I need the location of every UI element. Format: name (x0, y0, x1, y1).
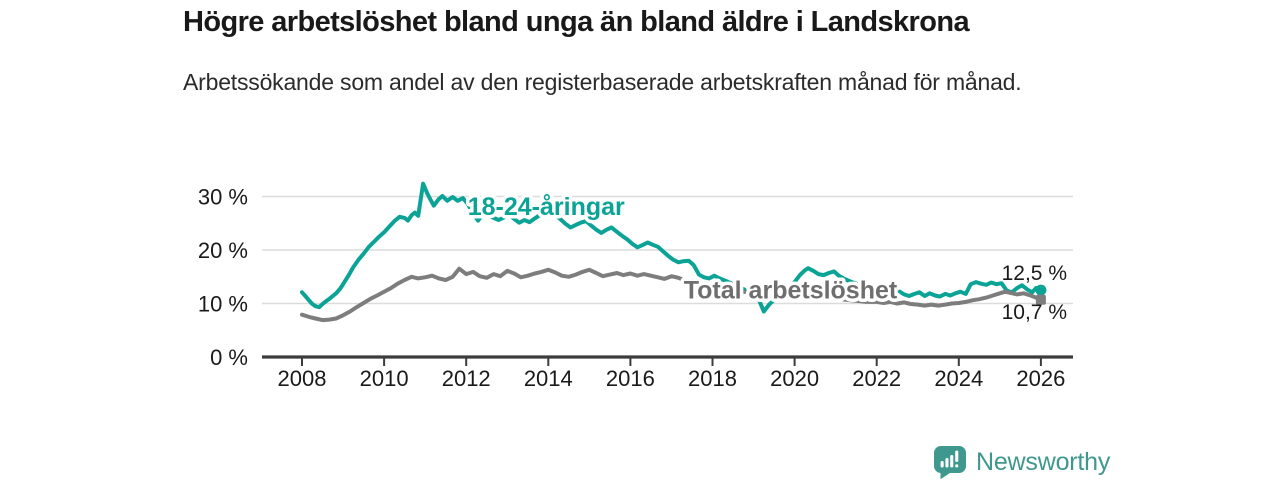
series-line-youth (300, 181, 1043, 314)
x-axis-tick-labels: 2008 2010 2012 2014 2016 2018 2020 2022 2024 2026 (278, 366, 1066, 391)
x-tick-label: 2020 (770, 366, 819, 391)
series-inline-labels: 18-24-åringar Total arbetslöshet (464, 190, 901, 308)
chart-subtitle: Arbetssökande som andel av den registerb… (183, 69, 1022, 95)
x-tick-label: 2018 (688, 366, 737, 391)
y-tick-label: 10 % (198, 292, 248, 317)
series-line-total (300, 266, 1043, 323)
y-axis-tick-labels: 0 % 10 % 20 % 30 % (198, 185, 248, 371)
logo-exclamation-dot (955, 464, 959, 468)
page-title: Högre arbetslöshet bland unga än bland ä… (183, 6, 970, 38)
x-tick-label: 2014 (524, 366, 573, 391)
x-tick-label: 2022 (852, 366, 901, 391)
logo-exclamation-bar (955, 450, 959, 462)
x-tick-label: 2026 (1016, 366, 1065, 391)
x-tick-label: 2024 (934, 366, 983, 391)
x-tick-label: 2008 (278, 366, 327, 391)
series-end-value-labels: 12,5 % 10,7 % (1002, 262, 1067, 324)
newsworthy-logo-icon (933, 446, 966, 479)
x-tick-label: 2012 (442, 366, 491, 391)
x-tick-label: 2016 (606, 366, 655, 391)
logo-bar-chart-glyph (940, 450, 959, 468)
x-axis (262, 355, 1073, 366)
data-series-lines (300, 181, 1043, 323)
gridlines (262, 195, 1073, 305)
end-value-label-total: 10,7 % (1002, 301, 1067, 324)
series-end-markers (1035, 284, 1047, 305)
series-label-youth: 18-24-åringar (468, 193, 625, 221)
brand-name: Newsworthy (976, 447, 1111, 476)
series-label-total: Total arbetslöshet (684, 277, 898, 305)
y-tick-label: 30 % (198, 185, 248, 210)
end-value-label-youth: 12,5 % (1002, 262, 1067, 285)
logo-bubble-shape (933, 446, 966, 479)
end-marker-circle (1035, 284, 1047, 296)
y-tick-label: 0 % (210, 345, 248, 370)
x-tick-label: 2010 (360, 366, 409, 391)
y-tick-label: 20 % (198, 238, 248, 263)
brand-footer: Newsworthy (933, 445, 1110, 479)
end-marker-square (1035, 294, 1046, 305)
